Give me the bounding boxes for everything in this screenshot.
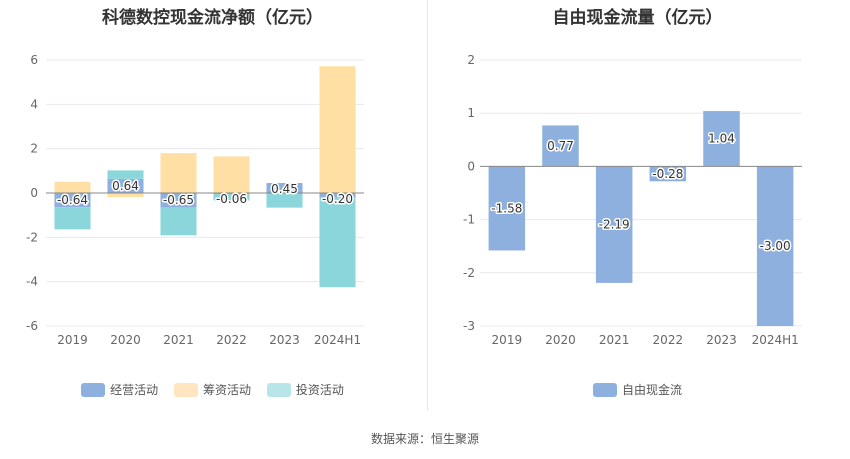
data-label: -1.58 [491,201,522,215]
x-tick-label: 2021 [599,333,630,347]
legend-swatch [81,382,106,397]
x-tick-label: 2024H1 [314,333,361,347]
bar [107,178,144,193]
data-source-note: 数据来源：恒生聚源 [370,432,479,446]
data-label: -2.19 [599,218,630,232]
data-label: 1.04 [708,132,735,146]
x-tick-label: 2021 [163,333,194,347]
legend-item-financing[interactable]: 筹资活动 [173,381,251,398]
legend-item-investing[interactable]: 投资活动 [266,381,344,398]
chart-title: 自由现金流量（亿元） [552,8,723,28]
y-tick-label: 0 [30,186,38,200]
legend: 自由现金流 [425,381,850,400]
legend: 经营活动 筹资活动 投资活动 [0,381,425,400]
x-tick-label: 2019 [492,333,523,347]
bar [595,166,633,283]
data-label: -0.06 [216,192,247,206]
bar [703,111,740,167]
x-tick-label: 2019 [57,333,88,347]
bar [213,193,250,195]
data-label: -0.20 [322,192,353,206]
y-tick-label: -1 [463,213,475,227]
data-label: -3.00 [760,239,791,253]
data-label: -0.65 [163,193,194,207]
x-tick-label: 2020 [110,333,141,347]
legend-swatch [592,382,617,397]
x-tick-label: 2022 [216,333,247,347]
bar [488,166,526,251]
y-tick-label: -4 [26,275,38,289]
y-tick-label: 2 [467,53,475,67]
bar [319,197,356,288]
y-tick-label: 2 [30,142,38,156]
data-label: 0.77 [547,139,574,153]
y-tick-label: 1 [467,106,475,120]
y-tick-label: 4 [30,97,38,111]
cashflow-net-chart-panel: 科德数控现金流净额（亿元） 6 4 2 0 -2 -4 -6 2019 2020 2021 2022… [0,0,425,420]
y-tick-label: -6 [26,319,38,333]
y-tick-label: -2 [463,266,475,280]
bar [756,166,794,326]
x-tick-label: 2023 [269,333,300,347]
free-cashflow-chart-panel: 自由现金流量（亿元） 2 1 0 -1 -2 -3 2019 2020 2021 2022 2023… [425,0,850,420]
legend-swatch [266,382,291,397]
bar [213,156,250,193]
bar [160,207,197,236]
bar [160,153,197,193]
bar [54,207,91,230]
bar [542,125,579,167]
free-cashflow-chart: 2 1 0 -1 -2 -3 2019 2020 2021 2022 2023 2024H1 -1.58… [463,53,802,347]
bar [54,193,91,208]
legend-label: 自由现金流 [621,383,682,397]
legend-label: 筹资活动 [202,383,251,397]
bar [213,194,250,201]
x-tick-label: 2020 [545,333,576,347]
bar [319,66,356,193]
panel-divider [427,0,428,410]
legend-item-operating[interactable]: 经营活动 [81,381,158,398]
chart-title: 科德数控现金流净额（亿元） [102,8,323,28]
bar [160,193,197,208]
bar [266,183,303,193]
y-tick-label: 6 [30,53,38,67]
legend-item-free-cashflow[interactable]: 自由现金流 [592,381,682,398]
data-label: 0.64 [112,179,139,193]
legend-label: 经营活动 [110,383,159,397]
data-label: 0.45 [271,182,298,196]
legend-swatch [173,382,198,397]
y-tick-label: -3 [463,319,475,333]
bar [266,193,303,208]
y-tick-label: -2 [26,230,38,244]
bar [649,166,687,182]
bar [319,193,356,198]
bar [107,193,144,197]
y-tick-label: 0 [467,159,475,173]
data-label: -0.28 [652,167,683,181]
x-tick-label: 2023 [706,333,737,347]
bar [107,170,144,179]
legend-label: 投资活动 [295,383,344,397]
x-tick-label: 2022 [653,333,684,347]
data-label: -0.64 [57,193,88,207]
bar [54,181,91,193]
cashflow-net-chart: 6 4 2 0 -2 -4 -6 2019 2020 2021 2022 2023 2024H1 -0.6… [26,53,364,347]
x-tick-label: 2024H1 [752,333,799,347]
